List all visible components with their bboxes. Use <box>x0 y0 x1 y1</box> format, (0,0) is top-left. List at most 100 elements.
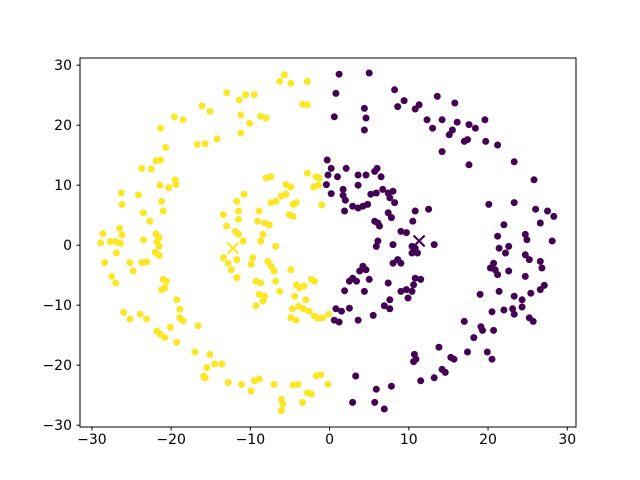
data-point-cluster-purple <box>411 274 419 282</box>
data-point-cluster-yellow <box>219 211 227 219</box>
data-point-cluster-purple <box>324 171 332 179</box>
data-point-cluster-purple <box>411 105 419 113</box>
data-point-cluster-purple <box>510 158 518 166</box>
data-point-cluster-yellow <box>235 96 243 104</box>
data-point-cluster-purple <box>400 97 408 105</box>
data-point-cluster-purple <box>391 86 399 94</box>
data-point-cluster-purple <box>505 267 513 275</box>
data-point-cluster-purple <box>536 286 544 294</box>
data-point-cluster-purple <box>532 205 540 213</box>
data-point-cluster-purple <box>464 348 471 356</box>
data-point-cluster-yellow <box>112 279 120 287</box>
data-point-cluster-purple <box>349 202 357 210</box>
data-point-cluster-yellow <box>257 237 265 245</box>
data-point-cluster-purple <box>527 289 535 297</box>
data-point-cluster-yellow <box>201 140 209 148</box>
data-point-cluster-yellow <box>307 390 315 398</box>
data-point-cluster-purple <box>445 131 453 139</box>
data-point-cluster-yellow <box>162 143 170 151</box>
data-point-cluster-yellow <box>265 221 273 229</box>
data-point-cluster-purple <box>345 304 353 312</box>
data-point-cluster-yellow <box>191 348 199 356</box>
data-point-cluster-purple <box>354 316 362 324</box>
data-point-cluster-purple <box>525 256 533 264</box>
data-point-cluster-purple <box>521 230 529 238</box>
data-point-cluster-purple <box>349 398 357 406</box>
data-point-cluster-purple <box>387 214 395 222</box>
data-point-cluster-yellow <box>194 322 202 330</box>
data-point-cluster-purple <box>327 190 335 198</box>
data-point-cluster-yellow <box>165 184 173 192</box>
data-point-cluster-purple <box>360 126 368 134</box>
data-point-cluster-purple <box>389 187 397 195</box>
data-point-cluster-yellow <box>252 302 260 310</box>
data-point-cluster-purple <box>500 221 508 229</box>
data-point-cluster-yellow <box>129 267 137 275</box>
data-point-cluster-purple <box>391 199 399 207</box>
data-point-cluster-purple <box>372 242 380 250</box>
data-point-cluster-purple <box>494 141 502 149</box>
data-point-cluster-purple <box>371 398 379 406</box>
x-axis-tick-label: 10 <box>400 432 418 448</box>
data-point-cluster-purple <box>365 275 373 283</box>
data-point-cluster-yellow <box>118 200 126 208</box>
data-point-cluster-purple <box>341 287 349 295</box>
data-point-cluster-yellow <box>117 189 125 197</box>
data-point-cluster-yellow <box>237 129 245 137</box>
data-point-cluster-purple <box>529 317 537 325</box>
data-point-cluster-yellow <box>270 380 278 388</box>
data-point-cluster-purple <box>322 181 330 189</box>
x-axis-tick-label: 30 <box>558 432 576 448</box>
data-point-cluster-purple <box>386 305 394 313</box>
data-point-cluster-yellow <box>247 260 255 268</box>
x-axis-tick-label: −30 <box>77 432 107 448</box>
data-point-cluster-purple <box>342 164 350 172</box>
data-point-cluster-yellow <box>302 296 310 304</box>
data-point-cluster-yellow <box>272 277 280 285</box>
data-point-cluster-yellow <box>233 274 241 282</box>
data-point-cluster-yellow <box>291 292 299 300</box>
data-point-cluster-yellow <box>311 277 318 285</box>
data-point-cluster-yellow <box>270 267 278 275</box>
data-point-cluster-purple <box>483 348 491 356</box>
data-point-cluster-yellow <box>146 217 154 225</box>
data-point-cluster-yellow <box>242 91 250 99</box>
data-point-cluster-purple <box>394 103 402 111</box>
data-point-cluster-yellow <box>305 307 313 315</box>
data-point-cluster-yellow <box>240 190 248 198</box>
data-point-cluster-yellow <box>303 77 311 85</box>
data-point-cluster-purple <box>354 171 362 179</box>
data-point-cluster-yellow <box>176 305 184 313</box>
data-point-cluster-purple <box>538 264 546 272</box>
data-point-cluster-yellow <box>303 169 311 177</box>
data-point-cluster-purple <box>334 173 341 181</box>
data-point-cluster-yellow <box>303 101 311 109</box>
data-point-cluster-purple <box>544 207 551 215</box>
data-point-cluster-purple <box>353 277 360 285</box>
data-point-cluster-yellow <box>318 201 326 209</box>
data-point-cluster-purple <box>411 207 419 215</box>
data-point-cluster-purple <box>332 89 340 97</box>
data-point-cluster-yellow <box>156 330 164 338</box>
data-point-cluster-yellow <box>99 230 107 238</box>
data-point-cluster-purple <box>330 113 338 121</box>
data-point-cluster-yellow <box>108 272 116 280</box>
data-point-cluster-purple <box>429 124 437 132</box>
data-point-cluster-yellow <box>218 360 226 368</box>
data-point-cluster-purple <box>404 294 412 302</box>
data-point-cluster-purple <box>341 196 349 204</box>
data-point-cluster-purple <box>518 303 526 311</box>
data-point-cluster-yellow <box>287 266 295 274</box>
data-point-cluster-yellow <box>101 259 109 267</box>
data-point-cluster-yellow <box>287 314 295 322</box>
data-point-cluster-yellow <box>317 371 325 379</box>
data-point-cluster-yellow <box>118 231 126 239</box>
data-point-cluster-yellow <box>257 279 265 287</box>
data-point-cluster-purple <box>438 116 446 124</box>
data-point-cluster-purple <box>485 200 493 208</box>
data-point-cluster-purple <box>362 114 370 122</box>
data-point-cluster-purple <box>376 222 383 230</box>
data-point-cluster-yellow <box>262 174 270 182</box>
data-point-cluster-purple <box>417 275 425 283</box>
